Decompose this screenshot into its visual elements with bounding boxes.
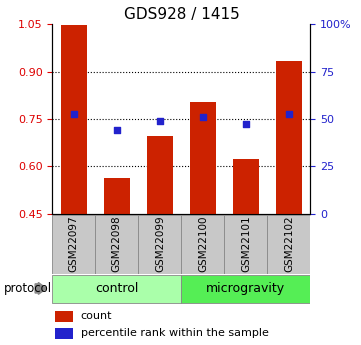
Bar (233, 159, 259, 214)
Bar (55, 310, 73, 322)
Point (286, 111, 292, 117)
Title: GDS928 / 1415: GDS928 / 1415 (123, 7, 239, 22)
Point (114, 127, 120, 133)
Bar (104, 178, 130, 214)
Bar (182, 215, 225, 274)
Text: GSM22098: GSM22098 (112, 216, 122, 273)
Text: protocol: protocol (4, 282, 52, 295)
Bar (61, 25, 87, 214)
Point (243, 121, 249, 127)
Bar (95, 215, 138, 274)
Text: GSM22101: GSM22101 (241, 216, 251, 273)
Text: GSM22102: GSM22102 (284, 216, 294, 273)
Bar (225, 215, 268, 274)
Text: microgravity: microgravity (206, 283, 286, 295)
Bar (138, 215, 181, 274)
Bar (182, 275, 310, 303)
Point (200, 115, 206, 120)
Bar (190, 102, 216, 214)
Bar (52, 215, 95, 274)
Text: percentile rank within the sample: percentile rank within the sample (81, 328, 269, 338)
Bar (52, 275, 181, 303)
Bar (147, 136, 173, 214)
Text: GSM22100: GSM22100 (198, 216, 208, 272)
Text: control: control (95, 283, 139, 295)
Bar (55, 328, 73, 339)
Text: GSM22099: GSM22099 (155, 216, 165, 273)
Text: GSM22097: GSM22097 (69, 216, 79, 273)
FancyArrow shape (35, 283, 47, 294)
Point (157, 118, 163, 124)
Text: count: count (81, 311, 112, 321)
Bar (268, 215, 310, 274)
Bar (276, 60, 302, 214)
Point (71, 111, 77, 117)
